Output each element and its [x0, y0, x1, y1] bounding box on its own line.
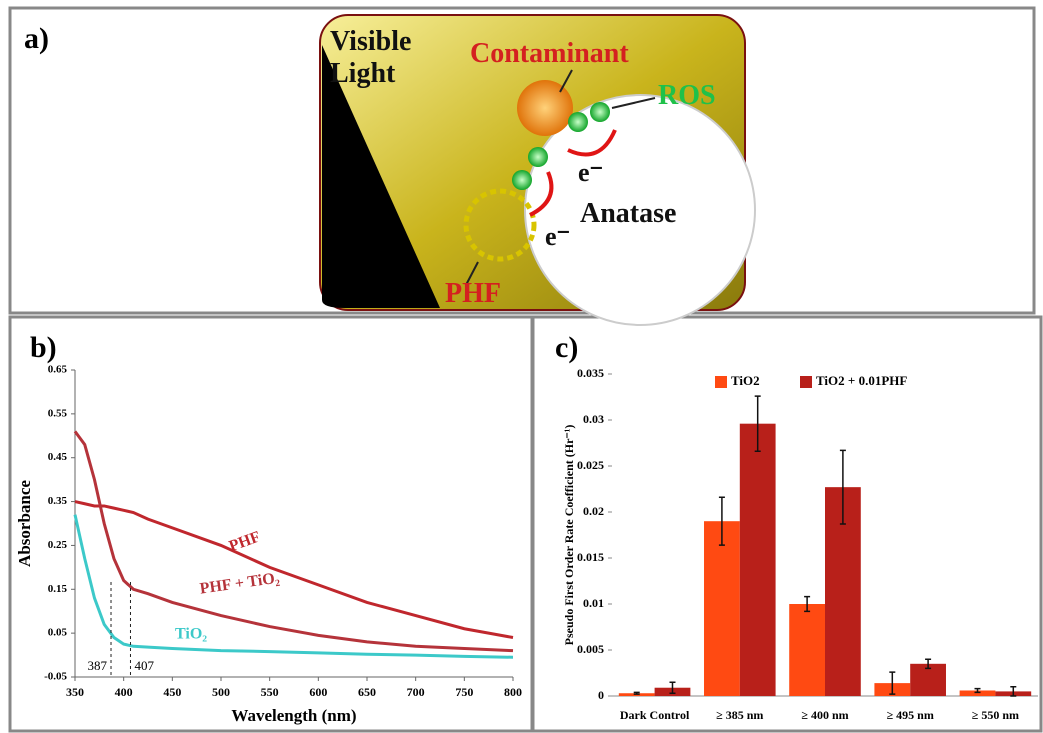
line: [75, 515, 513, 658]
x-tick-label: ≥ 550 nm: [972, 708, 1019, 722]
y-tick-label: 0.65: [48, 364, 68, 376]
bar: [704, 521, 740, 696]
y-tick-label: 0.15: [48, 583, 68, 595]
figure: b) -0.05 0.05 0.15 0.25 0.35 0.45 0.55 0.65 350 40…: [0, 0, 1043, 733]
x-tick-label: ≥ 495 nm: [887, 708, 934, 722]
y-tick-label: 0.025: [577, 458, 604, 472]
y-tick-label: 0.03: [583, 412, 604, 426]
marker-label: 387: [88, 658, 108, 673]
x-tick-label: 450: [163, 685, 181, 699]
x-tick-label: 650: [358, 685, 376, 699]
x-tick-label: ≥ 385 nm: [716, 708, 763, 722]
series-label: PHF + TiO₂: [199, 570, 281, 598]
y-tick-label: 0.05: [48, 627, 68, 639]
x-tick-label: 400: [115, 685, 133, 699]
y-tick-label: 0: [598, 688, 604, 702]
electron-label: e⁻: [578, 158, 603, 188]
y-tick-label: 0.015: [577, 550, 604, 564]
panel-label: a): [24, 22, 49, 56]
x-axis-title: Wavelength (nm): [231, 706, 356, 725]
y-tick-label: 0.25: [48, 539, 68, 551]
light-label: Visible Light: [330, 26, 450, 90]
x-tick-label: Dark Control: [620, 708, 690, 722]
phf-label: PHF: [445, 278, 501, 310]
x-tick-label: 350: [66, 685, 84, 699]
x-tick-label: 800: [504, 685, 522, 699]
y-tick-label: 0.02: [583, 504, 604, 518]
legend-label: TiO2 + 0.01PHF: [816, 373, 907, 388]
y-tick-label: 0.45: [48, 451, 68, 463]
y-tick-label: 0.55: [48, 407, 68, 419]
bar: [789, 604, 825, 696]
ros-label: ROS: [658, 80, 716, 112]
x-tick-label: 700: [407, 685, 425, 699]
panel-label: c): [555, 331, 578, 364]
legend-swatch: [800, 376, 812, 388]
x-tick-label: 550: [261, 685, 279, 699]
panel-label: b): [30, 331, 57, 364]
x-tick-label: 600: [309, 685, 327, 699]
x-tick-label: 500: [212, 685, 230, 699]
x-tick-label: 750: [455, 685, 473, 699]
legend-swatch: [715, 376, 727, 388]
electron-label: e⁻: [545, 222, 570, 252]
bar: [740, 424, 776, 696]
contaminant: [517, 80, 573, 136]
anatase-label: Anatase: [580, 198, 676, 230]
panel-c-frame: [533, 317, 1041, 731]
contaminant-label: Contaminant: [470, 38, 629, 70]
y-tick-label: 0.35: [48, 495, 68, 507]
legend-label: TiO2: [731, 373, 760, 388]
marker-label: 407: [134, 658, 154, 673]
line: [75, 431, 513, 650]
y-tick-label: 0.01: [583, 596, 604, 610]
y-tick-label: -0.05: [44, 671, 67, 683]
y-tick-label: 0.035: [577, 366, 604, 380]
y-axis-title: Absorbance: [15, 480, 34, 567]
y-axis-title: Pseudo First Order Rate Coefficient (Hr⁻…: [562, 425, 576, 646]
figure-canvas: b) -0.05 0.05 0.15 0.25 0.35 0.45 0.55 0.65 350 40…: [0, 0, 1043, 733]
x-tick-label: ≥ 400 nm: [801, 708, 848, 722]
y-tick-label: 0.005: [577, 642, 604, 656]
series-label: TiO₂: [175, 626, 207, 643]
line: [75, 502, 513, 638]
series-label: PHF: [227, 528, 263, 555]
